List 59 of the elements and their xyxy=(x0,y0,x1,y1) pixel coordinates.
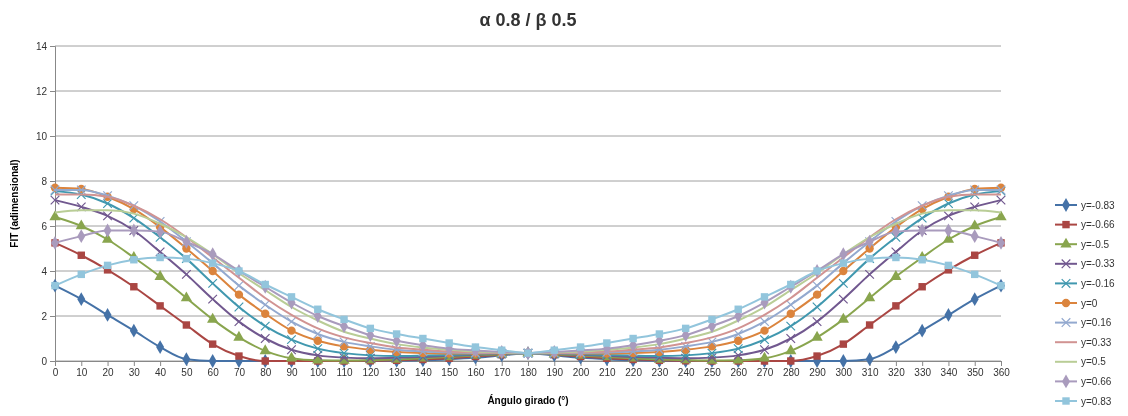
x-tick-label: 310 xyxy=(861,367,879,379)
x-tick-label: 140 xyxy=(415,367,433,379)
x-tick-label: 330 xyxy=(914,367,932,379)
legend-label: y=0.5 xyxy=(1081,356,1107,368)
x-tick-label: 240 xyxy=(677,367,695,379)
x-tick-label: 190 xyxy=(546,367,564,379)
x-tick-label: 0 xyxy=(52,367,59,379)
x-tick-label: 290 xyxy=(809,367,827,379)
y-tick-label: 8 xyxy=(41,175,48,187)
x-tick-label: 180 xyxy=(520,367,538,379)
y-tick-label: 14 xyxy=(35,40,48,52)
y-axis-title: FIT (adimensional) xyxy=(9,159,20,248)
x-tick-label: 230 xyxy=(651,367,669,379)
y-tick-label: 6 xyxy=(41,220,48,232)
x-tick-label: 20 xyxy=(102,367,115,379)
x-tick-label: 110 xyxy=(336,367,353,379)
y-tick-label: 12 xyxy=(35,85,48,97)
x-tick-label: 70 xyxy=(233,367,246,379)
x-tick-label: 350 xyxy=(966,367,984,379)
x-tick-label: 170 xyxy=(493,367,511,379)
y-tick-label: 4 xyxy=(41,265,48,277)
legend-label: y=-0.66 xyxy=(1081,219,1116,231)
legend-label: y=-0.5 xyxy=(1081,238,1110,250)
x-tick-label: 40 xyxy=(155,367,167,379)
x-tick-label: 250 xyxy=(704,367,722,379)
x-tick-label: 220 xyxy=(625,367,643,379)
x-tick-label: 300 xyxy=(835,367,853,379)
legend-label: y=0 xyxy=(1081,297,1098,309)
x-tick-label: 80 xyxy=(260,367,272,379)
x-tick-label: 210 xyxy=(598,367,617,379)
x-tick-label: 120 xyxy=(362,367,380,379)
x-tick-label: 200 xyxy=(572,367,590,379)
legend-label: y=0.16 xyxy=(1081,317,1112,329)
x-tick-label: 130 xyxy=(388,367,406,379)
x-tick-label: 270 xyxy=(756,367,774,379)
legend-label: y=0.66 xyxy=(1081,375,1112,387)
legend-label: y=0.83 xyxy=(1081,395,1112,407)
y-tick-label: 10 xyxy=(35,130,48,142)
x-tick-label: 100 xyxy=(309,367,328,379)
x-tick-label: 260 xyxy=(730,367,748,379)
legend-label: y=-0.33 xyxy=(1081,258,1116,270)
y-tick-label: 2 xyxy=(41,310,48,322)
x-tick-label: 340 xyxy=(940,367,958,379)
chart-title: α 0.8 / β 0.5 xyxy=(479,10,577,30)
legend-label: y=0.33 xyxy=(1081,336,1112,348)
x-tick-label: 360 xyxy=(993,367,1011,379)
x-tick-label: 160 xyxy=(467,367,485,379)
x-tick-label: 90 xyxy=(286,367,298,379)
legend-label: y=-0.83 xyxy=(1081,199,1116,211)
y-tick-label: 0 xyxy=(41,355,48,367)
x-tick-label: 280 xyxy=(782,367,801,379)
x-tick-label: 50 xyxy=(181,367,193,379)
x-tick-label: 320 xyxy=(888,367,906,379)
x-tick-label: 60 xyxy=(207,367,220,379)
x-tick-label: 150 xyxy=(441,367,459,379)
legend-label: y=-0.16 xyxy=(1081,277,1116,289)
x-axis-title: Ángulo girado (°) xyxy=(487,394,569,406)
x-tick-label: 10 xyxy=(76,367,88,379)
x-tick-label: 30 xyxy=(128,367,141,379)
